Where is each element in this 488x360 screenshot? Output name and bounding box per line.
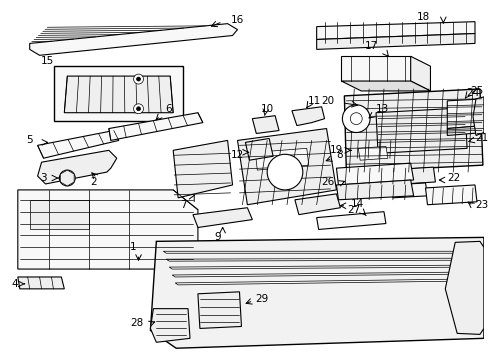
Text: 8: 8 (336, 150, 343, 160)
Text: 15: 15 (41, 56, 54, 66)
Text: 27: 27 (347, 205, 360, 215)
Polygon shape (385, 167, 434, 185)
Polygon shape (38, 131, 119, 158)
Polygon shape (316, 22, 474, 40)
Text: 3: 3 (40, 173, 47, 183)
Polygon shape (316, 33, 474, 49)
Polygon shape (316, 212, 385, 229)
Polygon shape (291, 107, 324, 126)
Polygon shape (61, 170, 74, 186)
Polygon shape (109, 113, 203, 140)
Text: 6: 6 (164, 104, 171, 114)
Polygon shape (150, 237, 483, 348)
Text: 19: 19 (329, 145, 343, 155)
Polygon shape (445, 241, 483, 334)
Text: 13: 13 (375, 104, 388, 114)
Polygon shape (150, 309, 190, 342)
Text: 18: 18 (416, 12, 429, 22)
Polygon shape (64, 76, 173, 113)
Polygon shape (294, 194, 340, 215)
Polygon shape (175, 279, 472, 285)
Text: 22: 22 (447, 173, 460, 183)
Polygon shape (163, 251, 472, 253)
Circle shape (136, 77, 140, 81)
Polygon shape (472, 97, 483, 135)
Polygon shape (30, 24, 237, 55)
Text: 20: 20 (321, 96, 334, 106)
Polygon shape (390, 183, 427, 198)
Text: 14: 14 (350, 199, 364, 209)
Text: 21: 21 (474, 134, 487, 143)
Polygon shape (252, 116, 279, 134)
Text: 12: 12 (230, 150, 244, 160)
Circle shape (133, 104, 143, 114)
Text: 26: 26 (321, 177, 334, 187)
Polygon shape (425, 185, 476, 205)
Circle shape (59, 170, 75, 186)
Text: 25: 25 (469, 86, 483, 96)
Polygon shape (193, 208, 252, 228)
Text: 24: 24 (466, 88, 479, 98)
Polygon shape (237, 129, 336, 205)
Polygon shape (336, 163, 413, 185)
Text: 11: 11 (307, 96, 321, 106)
Polygon shape (375, 108, 466, 153)
Polygon shape (350, 135, 398, 160)
Polygon shape (173, 140, 232, 198)
Circle shape (342, 105, 369, 132)
Text: 29: 29 (255, 294, 268, 304)
Polygon shape (447, 99, 483, 129)
Text: 10: 10 (260, 104, 273, 114)
Polygon shape (18, 277, 64, 289)
Text: 28: 28 (130, 319, 143, 328)
Polygon shape (341, 56, 410, 81)
Polygon shape (410, 56, 429, 91)
Circle shape (349, 113, 362, 125)
Polygon shape (358, 147, 387, 160)
Polygon shape (245, 139, 273, 160)
Circle shape (133, 74, 143, 84)
Polygon shape (344, 89, 482, 172)
Polygon shape (169, 265, 472, 269)
Text: 1: 1 (130, 242, 137, 252)
Polygon shape (447, 126, 483, 135)
Text: 23: 23 (474, 200, 487, 210)
Text: 9: 9 (214, 233, 221, 242)
Polygon shape (341, 81, 429, 91)
Text: 17: 17 (364, 41, 377, 51)
Polygon shape (54, 66, 183, 121)
Text: 4: 4 (11, 279, 18, 289)
Polygon shape (30, 200, 89, 229)
Polygon shape (172, 272, 472, 277)
Polygon shape (198, 292, 241, 328)
Text: 16: 16 (230, 15, 244, 25)
Polygon shape (336, 180, 413, 200)
Text: 2: 2 (90, 177, 97, 187)
Polygon shape (166, 258, 472, 261)
Polygon shape (255, 148, 308, 170)
Text: 5: 5 (26, 135, 33, 145)
Polygon shape (38, 150, 117, 184)
Polygon shape (18, 190, 198, 269)
Text: 7: 7 (180, 200, 186, 210)
Circle shape (136, 107, 140, 111)
Circle shape (266, 154, 302, 190)
